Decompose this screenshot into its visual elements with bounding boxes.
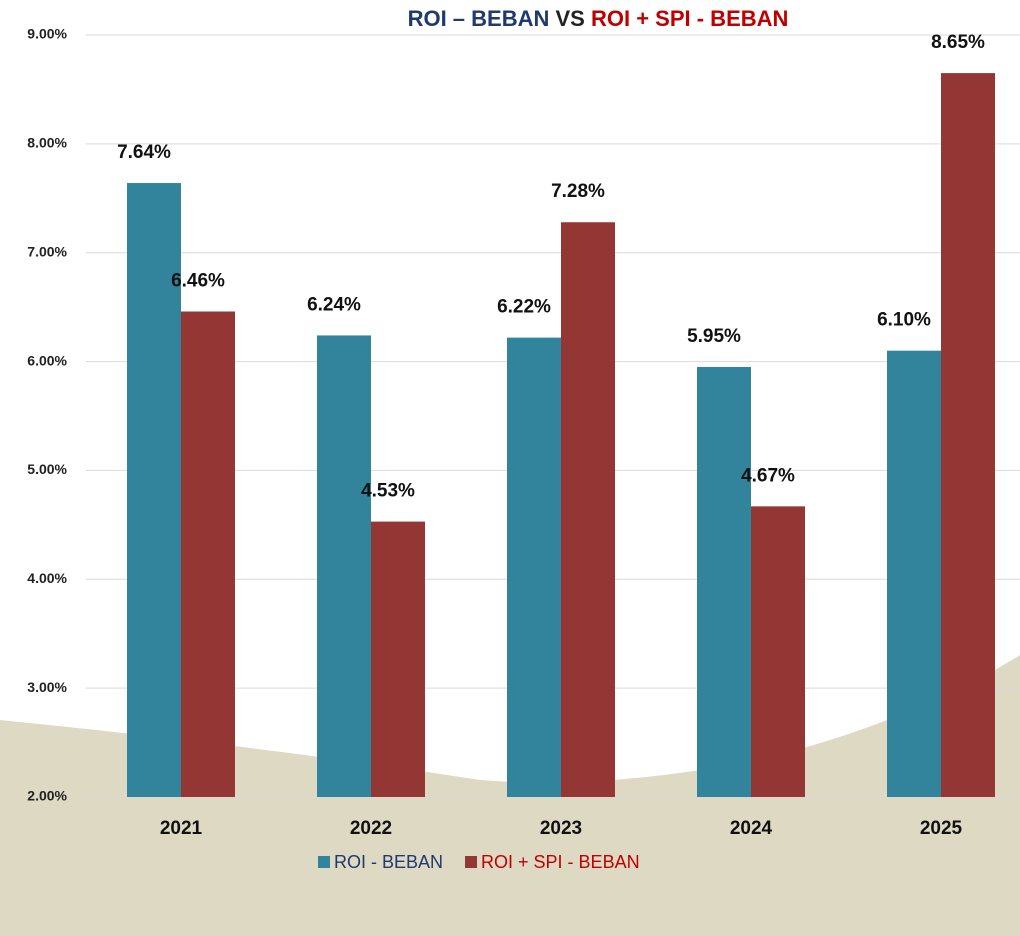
bar — [371, 522, 425, 797]
value-label: 6.46% — [171, 271, 225, 292]
x-tick-label: 2025 — [920, 818, 963, 839]
value-label: 7.28% — [551, 181, 605, 202]
bar — [887, 351, 941, 797]
y-tick-label: 9.00% — [27, 26, 67, 42]
value-label: 7.64% — [117, 142, 171, 163]
value-label: 6.22% — [497, 297, 551, 318]
chart-title: ROI – BEBAN VS ROI + SPI - BEBAN — [408, 6, 789, 31]
legend-label: ROI + SPI - BEBAN — [481, 852, 640, 872]
bar — [181, 311, 235, 797]
bar — [697, 367, 751, 797]
bar — [561, 222, 615, 797]
y-tick-label: 7.00% — [27, 243, 67, 259]
x-tick-label: 2024 — [730, 818, 773, 839]
y-tick-label: 8.00% — [27, 135, 67, 151]
value-label: 6.10% — [877, 310, 931, 331]
y-tick-label: 6.00% — [27, 352, 67, 368]
value-label: 5.95% — [687, 326, 741, 347]
x-tick-label: 2023 — [540, 818, 582, 839]
bar — [941, 73, 995, 797]
value-label: 4.67% — [741, 465, 795, 486]
bar — [751, 506, 805, 797]
legend-swatch — [465, 856, 477, 868]
legend-swatch — [318, 856, 330, 868]
y-tick-label: 2.00% — [27, 788, 67, 804]
y-tick-label: 5.00% — [27, 461, 67, 477]
value-label: 6.24% — [307, 294, 361, 315]
x-tick-label: 2021 — [160, 818, 203, 839]
value-label: 4.53% — [361, 481, 415, 502]
value-label: 8.65% — [931, 32, 985, 53]
y-tick-label: 4.00% — [27, 570, 67, 586]
x-tick-label: 2022 — [350, 818, 392, 839]
chart: ROI – BEBAN VS ROI + SPI - BEBAN 2.00% 3.… — [0, 0, 1020, 936]
title-part: ROI + SPI - BEBAN — [591, 6, 788, 31]
bar — [507, 338, 561, 797]
title-part: ROI – BEBAN — [408, 6, 550, 31]
legend-label: ROI - BEBAN — [334, 852, 443, 872]
y-tick-label: 3.00% — [27, 679, 67, 695]
title-part: VS — [556, 6, 585, 31]
bar — [317, 335, 371, 797]
